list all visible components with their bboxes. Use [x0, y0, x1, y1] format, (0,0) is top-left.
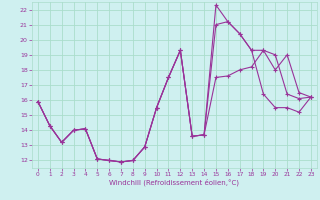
X-axis label: Windchill (Refroidissement éolien,°C): Windchill (Refroidissement éolien,°C): [109, 179, 239, 186]
